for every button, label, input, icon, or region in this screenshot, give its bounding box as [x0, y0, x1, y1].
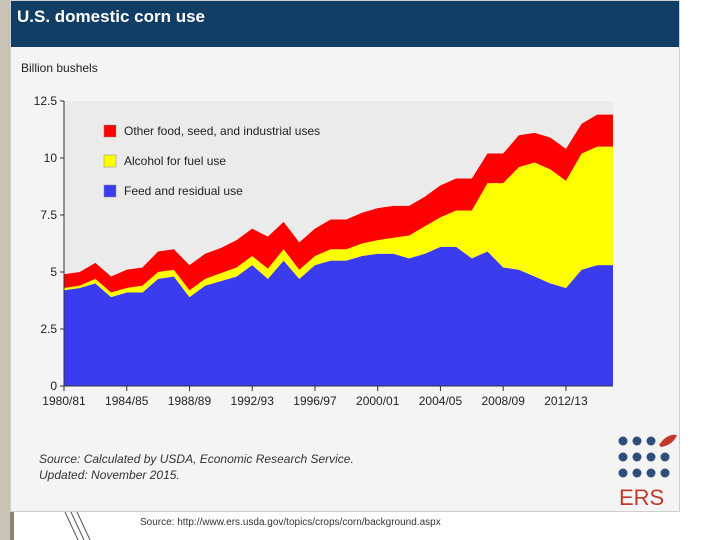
- legend-label: Other food, seed, and industrial uses: [124, 124, 320, 138]
- source-note-line1: Source: Calculated by USDA, Economic Res…: [39, 452, 354, 466]
- x-tick-label: 1992/93: [231, 394, 275, 408]
- series-area-feed-and-residual-use: [64, 246, 613, 386]
- legend-swatch: [103, 124, 117, 138]
- decorative-lines: [64, 511, 91, 540]
- ers-logo-text: ERS: [619, 485, 664, 509]
- series-area-other-food-seed-and-industrial-uses: [64, 114, 613, 293]
- y-tick-label: 7.5: [40, 208, 57, 222]
- area-chart: 0 2.5 5 7.5 10 12.5 1980/81 1984/85 1988/89 1992…: [34, 94, 613, 408]
- x-axis: 1980/81 1984/85 1988/89 1992/93 1996/97 2000/…: [42, 385, 613, 408]
- x-tick-label: 2004/05: [419, 394, 463, 408]
- x-tick-label: 2008/09: [482, 394, 526, 408]
- chart-title: U.S. domestic corn use: [17, 7, 205, 26]
- legend: Other food, seed, and industrial uses Alc…: [103, 124, 320, 198]
- legend-label: Alcohol for fuel use: [124, 154, 226, 168]
- y-tick-label: 10: [44, 151, 58, 165]
- x-tick-label: 2000/01: [356, 394, 400, 408]
- legend-swatch: [103, 184, 117, 198]
- x-tick-label: 2012/13: [544, 394, 588, 408]
- series-area-alcohol-for-fuel-use: [64, 146, 613, 298]
- y-axis-unit-label: Billion bushels: [21, 61, 98, 75]
- x-tick-label: 1980/81: [42, 394, 86, 408]
- x-tick-label: 1988/89: [168, 394, 212, 408]
- series-areas: [64, 114, 613, 386]
- source-note-line2: Updated: November 2015.: [39, 468, 180, 482]
- y-tick-label: 0: [50, 379, 57, 393]
- y-tick-label: 5: [50, 265, 57, 279]
- left-edge-strip: [0, 0, 10, 540]
- x-tick-label: 1984/85: [105, 394, 149, 408]
- legend-swatch: [103, 154, 117, 168]
- footer-source-url: Source: http://www.ers.usda.gov/topics/c…: [140, 517, 441, 528]
- ers-leaf-icon: [659, 434, 677, 447]
- ers-logo-dots-icon: [618, 436, 670, 478]
- chart-slide: U.S. domestic corn use Billion bushels 0…: [10, 0, 680, 512]
- legend-label: Feed and residual use: [124, 184, 243, 198]
- y-tick-label: 12.5: [34, 94, 58, 108]
- y-axis: 0 2.5 5 7.5 10 12.5: [34, 94, 65, 393]
- source-note: Source: Calculated by USDA, Economic Res…: [39, 451, 354, 483]
- x-tick-label: 1996/97: [293, 394, 337, 408]
- y-tick-label: 2.5: [40, 322, 57, 336]
- chart-header: U.S. domestic corn use: [11, 1, 679, 47]
- ers-logo: ERS: [618, 434, 677, 509]
